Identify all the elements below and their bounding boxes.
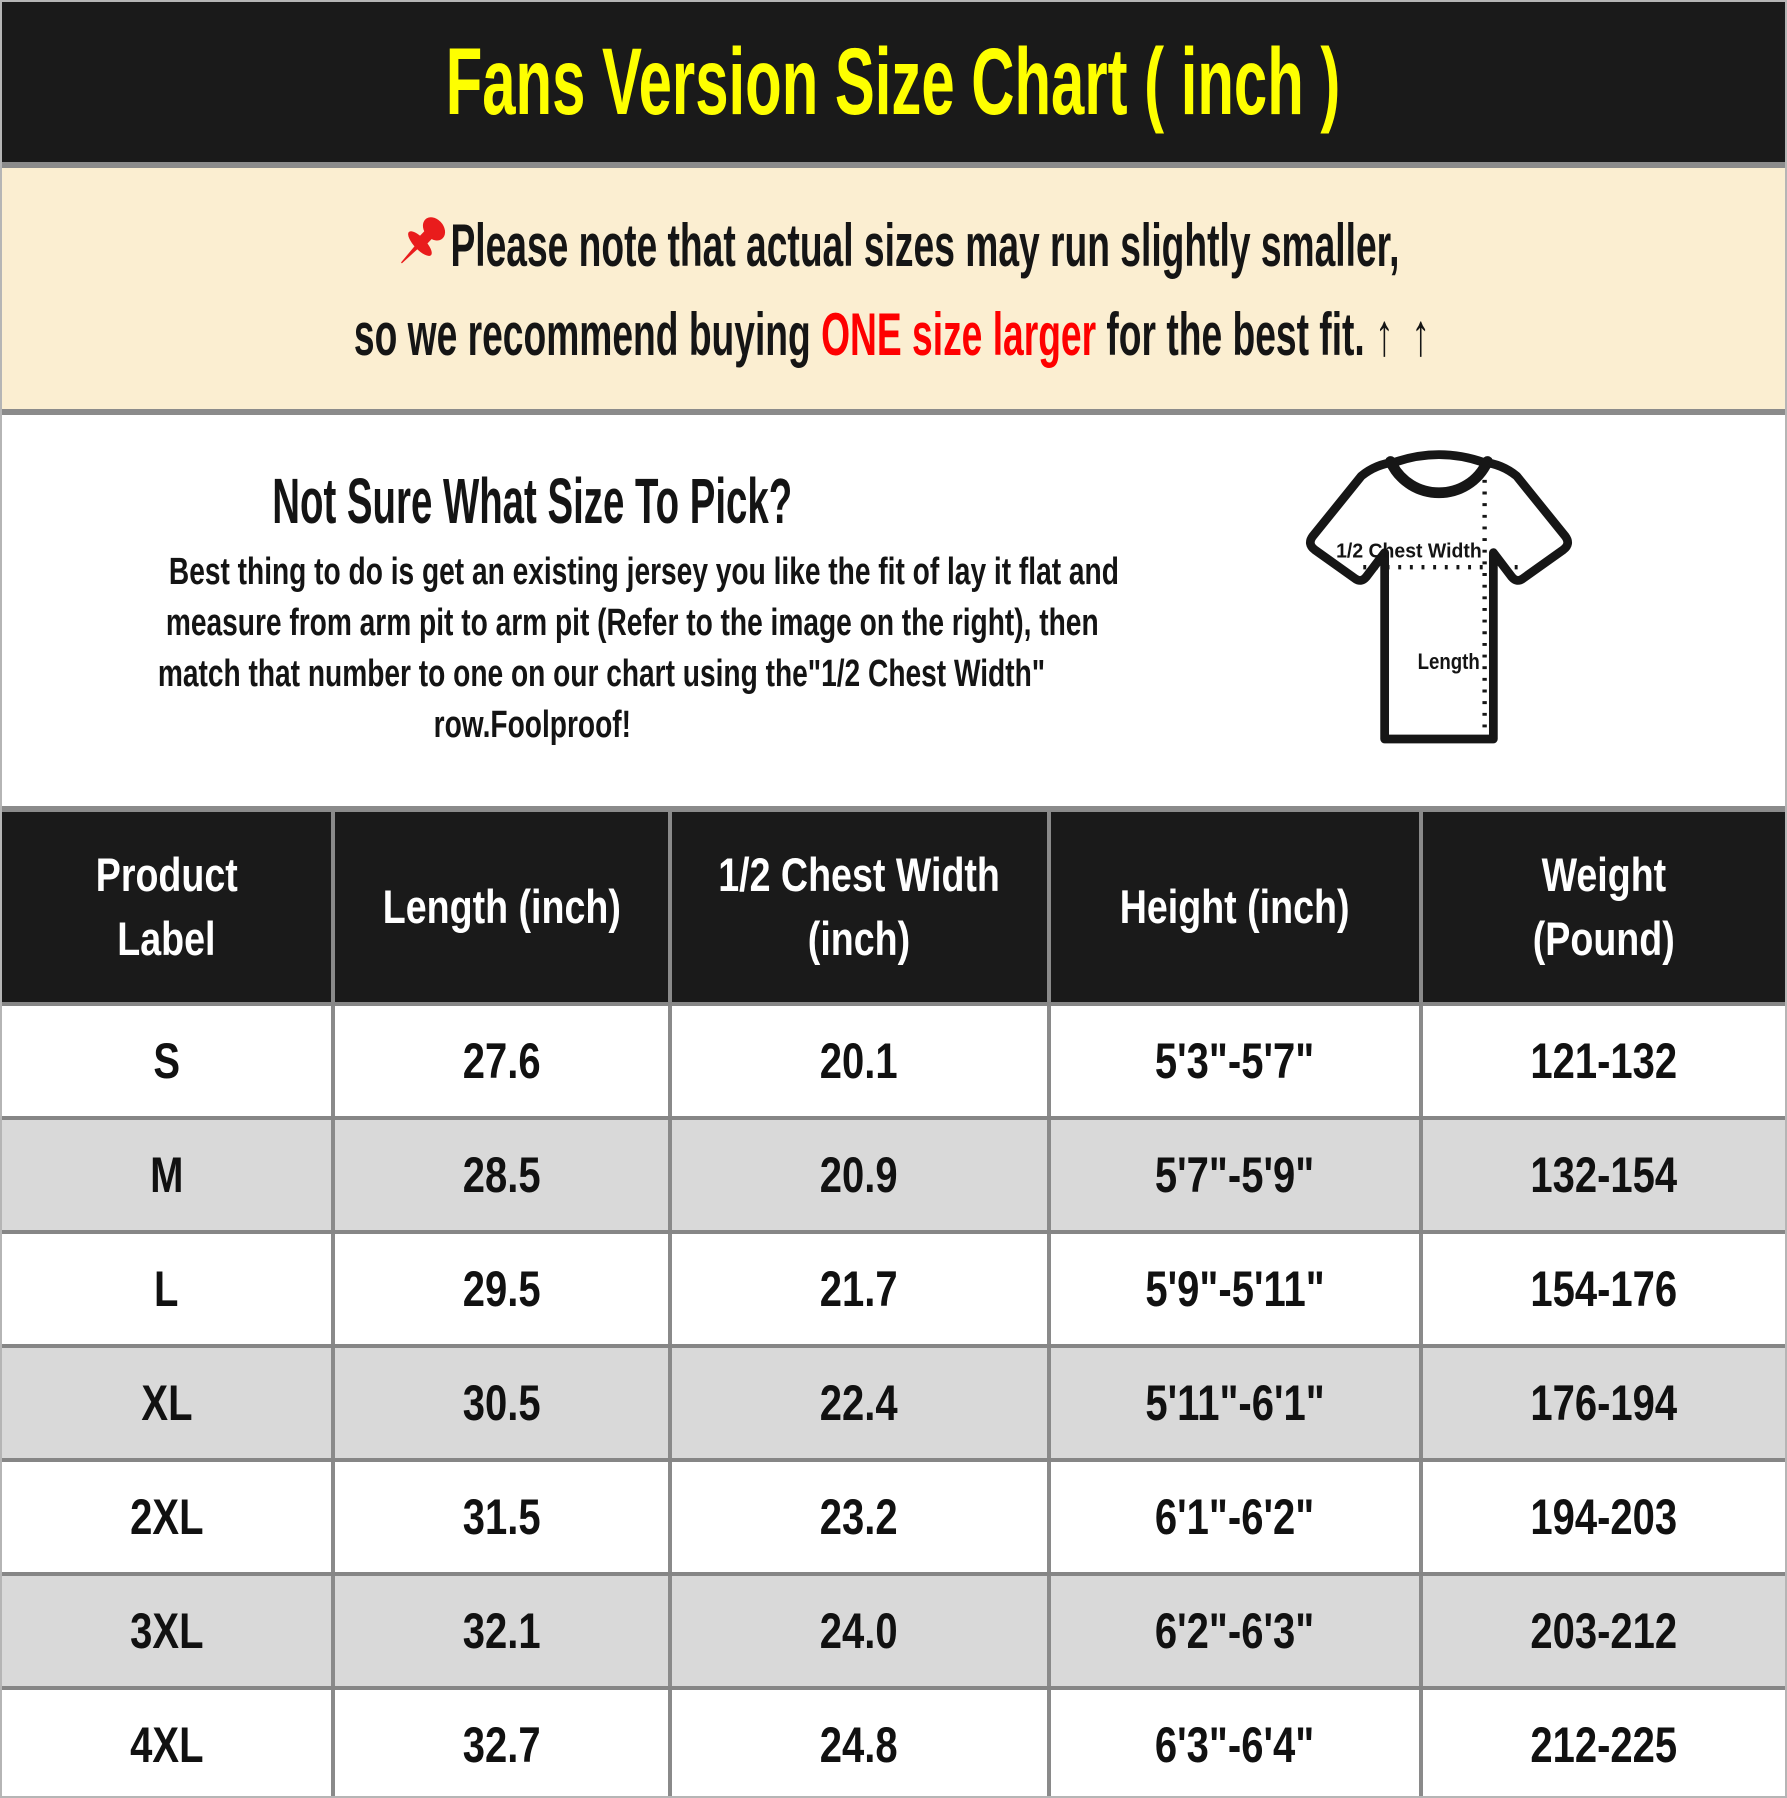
cell-weight: 194-203 [1418, 1462, 1785, 1572]
cell-product-label: S [153, 1033, 180, 1089]
cell-height: 5'11"-6'1" [1046, 1348, 1419, 1458]
cell-height: 6'2"-6'3" [1046, 1576, 1419, 1686]
guide-body-line: row.Foolproof! [433, 704, 631, 746]
cell-weight: 176-194 [1418, 1348, 1785, 1458]
length-label: Length [1417, 649, 1479, 674]
notice-line-1: Please note that actual sizes may run sl… [77, 210, 1710, 280]
column-header-height: Height (inch) [1046, 812, 1419, 1002]
cell-weight: 121-132 [1418, 1006, 1785, 1116]
divider [2, 806, 1785, 812]
cell-product-label: L [154, 1261, 179, 1317]
cell-product-label: XL [141, 1375, 193, 1431]
column-header-product-label: Product Label [95, 848, 238, 965]
cell-chest: 21.7 [667, 1234, 1047, 1344]
cell-weight: 154-176 [1418, 1234, 1785, 1344]
cell-weight: 132-154 [1418, 1120, 1785, 1230]
notice-banner: Please note that actual sizes may run sl… [2, 168, 1785, 409]
cell-height: 5'9"-5'11" [1046, 1234, 1419, 1344]
cell-height: 6'3"-6'4" [1046, 1690, 1419, 1796]
up-arrows-icon: ↑ ↑ [1374, 300, 1434, 368]
cell-product-label: 2XL [129, 1489, 204, 1545]
table-header-row: Product Label Length (inch) 1/2 Chest Wi… [2, 812, 1785, 1002]
cell-length: 31.5 [331, 1462, 667, 1572]
notice-highlight: ONE size larger [820, 300, 1096, 368]
table-row-m: M 28.5 20.9 5'7"-5'9" 132-154 [2, 1116, 1785, 1230]
chest-width-label: 1/2 Chest Width [1336, 541, 1482, 563]
cell-length: 32.1 [331, 1576, 667, 1686]
cell-length: 28.5 [331, 1120, 667, 1230]
cell-chest: 22.4 [667, 1348, 1047, 1458]
guide-body-line: match that number to one on our chart us… [157, 653, 1046, 695]
table-row-3xl: 3XL 32.1 24.0 6'2"-6'3" 203-212 [2, 1572, 1785, 1686]
tshirt-diagram: 1/2 Chest Width Length [1062, 415, 1785, 806]
pushpin-icon [401, 216, 446, 263]
notice-text-2b: for the best fit. [1095, 300, 1375, 368]
measuring-guide: Not Sure What Size To Pick? Best thing t… [2, 415, 1785, 806]
cell-chest: 20.9 [667, 1120, 1047, 1230]
cell-weight: 203-212 [1418, 1576, 1785, 1686]
cell-length: 27.6 [331, 1006, 667, 1116]
notice-text-2a: so we recommend buying [353, 300, 821, 368]
title-bar: Fans Version Size Chart ( inch ) [2, 2, 1785, 162]
notice-text-1: Please note that actual sizes may run sl… [450, 211, 1400, 279]
tshirt-icon: 1/2 Chest Width Length [1305, 450, 1572, 744]
cell-weight: 212-225 [1418, 1690, 1785, 1796]
table-row-xl: XL 30.5 22.4 5'11"-6'1" 176-194 [2, 1344, 1785, 1458]
guide-body-line: Best thing to do is get an existing jers… [168, 551, 1119, 593]
cell-chest: 20.1 [667, 1006, 1047, 1116]
cell-height: 5'3"-5'7" [1046, 1006, 1419, 1116]
cell-length: 29.5 [331, 1234, 667, 1344]
cell-product-label: 4XL [129, 1717, 204, 1773]
column-header-chest-width: 1/2 Chest Width (inch) [667, 812, 1047, 1002]
divider [2, 409, 1785, 415]
table-body: S 27.6 20.1 5'3"-5'7" 121-132 M 28.5 20.… [2, 1002, 1785, 1796]
cell-length: 32.7 [331, 1690, 667, 1796]
cell-height: 6'1"-6'2" [1046, 1462, 1419, 1572]
table-row-4xl: 4XL 32.7 24.8 6'3"-6'4" 212-225 [2, 1686, 1785, 1796]
cell-product-label: M [149, 1147, 184, 1203]
guide-body-line: measure from arm pit to arm pit (Refer t… [165, 602, 1099, 644]
table-row-l: L 29.5 21.7 5'9"-5'11" 154-176 [2, 1230, 1785, 1344]
cell-product-label: 3XL [129, 1603, 204, 1659]
notice-line-2: so we recommend buying ONE size larger f… [23, 300, 1765, 368]
guide-text: Not Sure What Size To Pick? Best thing t… [2, 415, 1119, 806]
cell-height: 5'7"-5'9" [1046, 1120, 1419, 1230]
cell-length: 30.5 [331, 1348, 667, 1458]
guide-heading-line: Not Sure What Size To Pick? [2, 465, 1062, 537]
cell-chest: 24.0 [667, 1576, 1047, 1686]
page-title: Fans Version Size Chart ( inch ) [446, 28, 1341, 135]
column-header-length: Length (inch) [331, 812, 667, 1002]
guide-heading: Not Sure What Size To Pick? [272, 465, 792, 537]
divider [2, 162, 1785, 168]
table-row-s: S 27.6 20.1 5'3"-5'7" 121-132 [2, 1002, 1785, 1116]
cell-chest: 24.8 [667, 1690, 1047, 1796]
cell-chest: 23.2 [667, 1462, 1047, 1572]
column-header-weight: Weight (Pound) [1418, 812, 1785, 1002]
table-row-2xl: 2XL 31.5 23.2 6'1"-6'2" 194-203 [2, 1458, 1785, 1572]
